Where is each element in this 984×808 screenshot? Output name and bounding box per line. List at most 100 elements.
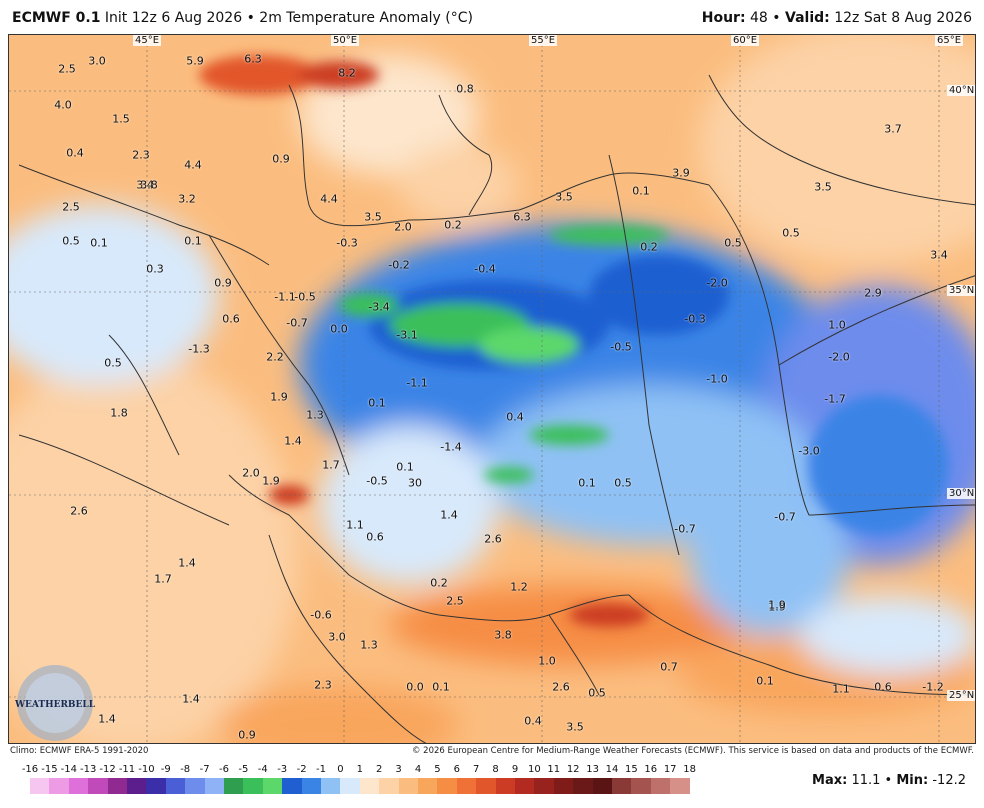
svg-text:WEATHERBELL: WEATHERBELL	[14, 700, 96, 710]
anomaly-map: 45°E 50°E 55°E 60°E 65°E 40°N 35°N 30°N …	[8, 34, 976, 744]
colorbar-swatch	[204, 778, 225, 794]
anomaly-value: 0.1	[396, 460, 414, 474]
map-field	[9, 35, 975, 743]
colorbar-swatch	[398, 778, 419, 794]
max-value: 11.1	[851, 773, 881, 788]
colorbar-swatch	[418, 778, 438, 794]
anomaly-value: -0.7	[286, 316, 308, 330]
anomaly-value: 5.9	[186, 54, 204, 68]
anomaly-value: -3.4	[368, 300, 390, 314]
anomaly-value: -0.7	[774, 510, 796, 524]
colorbar-tick: -15	[41, 764, 58, 775]
anomaly-value: -0.5	[294, 290, 316, 304]
anomaly-value: -2.0	[706, 276, 728, 290]
colorbar-tick: 16	[644, 764, 658, 775]
colorbar-swatch	[379, 778, 400, 794]
colorbar-tick: -1	[316, 764, 326, 775]
anomaly-value: 2.6	[70, 504, 88, 518]
anomaly-value: 3.4	[930, 248, 948, 262]
colorbar-tick: 17	[663, 764, 677, 775]
colorbar-swatch	[534, 778, 555, 794]
lon-label: 65°E	[935, 35, 964, 46]
anomaly-value: 0.0	[406, 680, 424, 694]
colorbar-tick: -14	[60, 764, 77, 775]
colorbar-tick: -10	[138, 764, 155, 775]
anomaly-value: 1.9	[270, 390, 288, 404]
colorbar-tick: 2	[376, 764, 383, 775]
colorbar-swatch	[146, 778, 167, 794]
anomaly-value: 0.7	[660, 660, 678, 674]
colorbar-tick: 3	[395, 764, 402, 775]
colorbar-tick: 13	[586, 764, 599, 775]
colorbar-swatch	[107, 778, 128, 794]
anomaly-value: 0.9	[238, 728, 256, 742]
anomaly-value: 3.5	[814, 180, 832, 194]
anomaly-value: 0.2	[444, 218, 462, 232]
anomaly-value: 6.3	[513, 210, 531, 224]
anomaly-value: 0.6	[222, 312, 240, 326]
colorbar-swatch	[592, 778, 613, 794]
lat-label: 25°N	[947, 690, 975, 701]
anomaly-value: 3.5	[364, 210, 382, 224]
anomaly-value: 1.8	[110, 406, 128, 420]
anomaly-value: 0.5	[62, 234, 80, 248]
lon-label: 55°E	[529, 35, 558, 46]
colorbar-swatch	[437, 778, 458, 794]
anomaly-value: 3.7	[884, 122, 902, 136]
colorbar-tick: 12	[566, 764, 580, 775]
colorbar-tick: 9	[511, 764, 519, 775]
forecast-hour: 48	[750, 10, 768, 26]
colorbar-tick: 14	[605, 764, 619, 775]
anomaly-value: 0.9	[214, 276, 232, 290]
colorbar-tick: -3	[277, 764, 288, 775]
anomaly-value: 2.5	[58, 62, 76, 76]
anomaly-value: 3.5	[555, 190, 573, 204]
colorbar-swatch	[301, 778, 322, 794]
anomaly-value: 2.2	[266, 350, 284, 364]
colorbar-tick: 4	[414, 764, 422, 775]
colorbar-tick: -9	[160, 764, 171, 775]
lat-label: 35°N	[947, 285, 975, 296]
anomaly-value: 1.5	[112, 112, 130, 126]
anomaly-value: 1.4	[178, 556, 196, 570]
anomaly-value: -1.2	[922, 680, 944, 694]
anomaly-value: 2.9	[864, 286, 882, 300]
anomaly-value: -1.1	[274, 290, 296, 304]
anomaly-value: -3.1	[396, 328, 418, 342]
colorbar-tick: -11	[118, 764, 136, 775]
anomaly-value: -0.5	[366, 474, 388, 488]
anomaly-value: 1.2	[510, 580, 528, 594]
colorbar-swatch	[165, 778, 186, 794]
anomaly-value: 0.4	[66, 146, 84, 160]
anomaly-value: 1.4	[98, 712, 116, 726]
anomaly-value: 0.1	[578, 476, 596, 490]
anomaly-value: 1.3	[306, 408, 324, 422]
anomaly-value: 1.7	[154, 572, 172, 586]
min-value: -12.2	[932, 773, 966, 788]
colorbar-swatch	[573, 778, 594, 794]
anomaly-value: 0.6	[874, 680, 892, 694]
anomaly-value: 0.1	[756, 674, 774, 688]
anomaly-value: 0.6	[366, 530, 384, 544]
colorbar-tick: -7	[199, 764, 210, 775]
anomaly-value: 1.1	[832, 682, 850, 696]
anomaly-value: 30	[408, 476, 422, 490]
colorbar-swatch	[476, 778, 497, 794]
anomaly-value: 2.5	[446, 594, 464, 608]
anomaly-value: 3.8	[494, 628, 512, 642]
model-name: ECMWF 0.1	[12, 10, 101, 26]
anomaly-value: -0.2	[388, 258, 410, 272]
colorbar-tick: 10	[528, 764, 541, 775]
colorbar-tick: -2	[296, 764, 307, 775]
colorbar-tick: 7	[473, 764, 480, 775]
anomaly-value: 2.0	[394, 220, 412, 234]
init-time: Init 12z 6 Aug 2026 • 2m Temperature Ano…	[104, 10, 473, 26]
colorbar-swatch	[224, 778, 244, 794]
anomaly-value: -2.0	[828, 350, 850, 364]
anomaly-value: -3.0	[798, 444, 820, 458]
colorbar-swatch	[88, 778, 109, 794]
anomaly-value: 0.5	[782, 226, 800, 240]
anomaly-value: 1.7	[322, 458, 340, 472]
colorbar-tick: -16	[21, 764, 39, 775]
anomaly-value: -1.4	[440, 440, 462, 454]
